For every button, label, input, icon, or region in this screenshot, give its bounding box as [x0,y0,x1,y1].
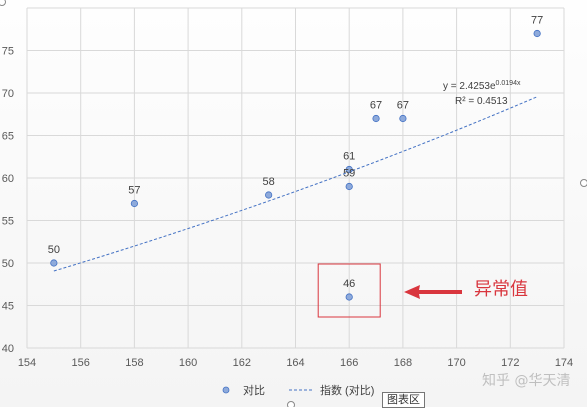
y-tick-label: 45 [2,301,14,313]
x-tick-label: 170 [447,357,465,369]
x-tick-label: 158 [125,357,143,369]
data-label: 77 [531,15,543,27]
legend-marker-icon [223,387,229,393]
data-point [131,200,137,206]
data-label: 59 [343,168,355,180]
y-tick-label: 60 [2,173,14,185]
data-label: 67 [397,100,409,112]
y-tick-label: 40 [2,343,14,355]
r-squared-label: R² = 0.4513 [455,96,508,107]
data-point [373,115,379,121]
y-tick-label: 55 [2,216,14,228]
watermark: 知乎 @华天清 [482,370,570,390]
data-label: 46 [343,278,355,290]
x-tick-label: 168 [394,357,412,369]
resize-handle[interactable] [288,402,295,408]
outlier-label: 异常值 [474,279,528,299]
y-tick-label: 50 [2,258,14,270]
x-tick-label: 172 [501,357,519,369]
y-tick-label: 65 [2,131,14,143]
y-tick-label: 70 [2,88,14,100]
x-tick-label: 154 [18,357,36,369]
data-point [51,260,57,266]
legend-item-series: 对比 [243,383,265,397]
equation-label: y = 2.4253e0.0194x [443,80,521,92]
arrow-icon [404,285,462,299]
axes: 154 156 158 160 162 164 166 168 170 172 174 40 45 50 5… [2,46,573,370]
data-point [346,183,352,189]
resize-handle[interactable] [581,180,587,187]
x-tick-label: 174 [555,357,573,369]
data-label: 57 [128,185,140,197]
data-label: 58 [263,176,275,188]
data-label: 61 [343,151,355,163]
legend[interactable]: 对比 指数 (对比) [223,383,374,397]
data-point [400,115,406,121]
chart-area-tooltip: 图表区 [382,392,425,408]
x-tick-label: 160 [179,357,197,369]
x-tick-label: 164 [286,357,304,369]
data-label: 50 [48,244,60,256]
resize-handle[interactable] [0,0,6,6]
x-tick-label: 162 [233,357,251,369]
data-label: 67 [370,100,382,112]
x-tick-label: 166 [340,357,358,369]
y-tick-label: 75 [2,46,14,58]
data-point [346,294,352,300]
legend-item-trendline: 指数 (对比) [320,383,374,397]
data-point [534,30,540,36]
data-point [265,192,271,198]
x-tick-label: 156 [72,357,90,369]
